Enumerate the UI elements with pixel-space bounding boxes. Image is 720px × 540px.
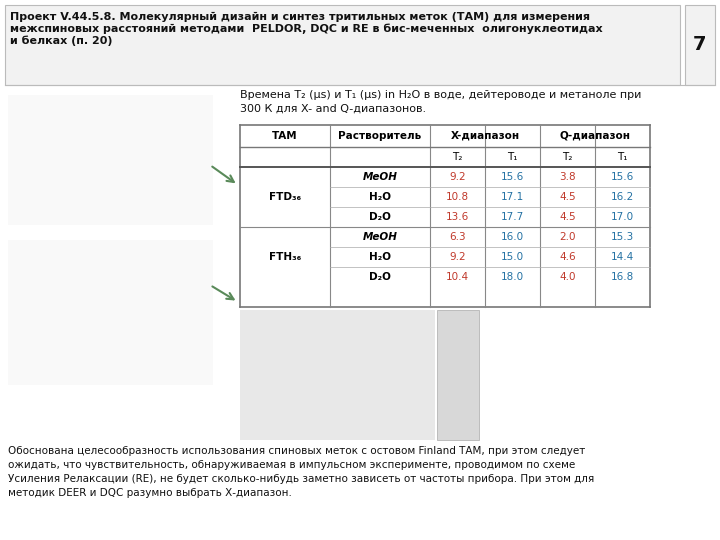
Text: 6.3: 6.3 bbox=[449, 232, 466, 242]
Text: межспиновых расстояний методами  PELDOR, DQC и RE в бис-меченных  олигонуклеотид: межспиновых расстояний методами PELDOR, … bbox=[10, 24, 603, 35]
Text: X-диапазон: X-диапазон bbox=[451, 131, 520, 141]
Bar bbox=[8, 95, 213, 225]
Text: Т₁: Т₁ bbox=[617, 152, 628, 162]
Text: MeOH: MeOH bbox=[363, 172, 397, 182]
Text: 9.2: 9.2 bbox=[449, 172, 466, 182]
Text: 14.4: 14.4 bbox=[611, 252, 634, 262]
Text: FTD₃₆: FTD₃₆ bbox=[269, 192, 301, 202]
Text: Обоснована целесообразность использования спиновых меток с остовом Finland ТАМ, : Обоснована целесообразность использовани… bbox=[8, 446, 594, 498]
Text: 4.5: 4.5 bbox=[559, 212, 576, 222]
Text: 16.0: 16.0 bbox=[501, 232, 524, 242]
Text: MeOH: MeOH bbox=[363, 232, 397, 242]
Text: 3.8: 3.8 bbox=[559, 172, 576, 182]
Text: 15.6: 15.6 bbox=[501, 172, 524, 182]
Text: 17.0: 17.0 bbox=[611, 212, 634, 222]
Text: 13.6: 13.6 bbox=[446, 212, 469, 222]
Text: и белках (п. 20): и белках (п. 20) bbox=[10, 36, 112, 46]
Text: 4.5: 4.5 bbox=[559, 192, 576, 202]
Text: D₂O: D₂O bbox=[369, 272, 391, 282]
Text: Т₂: Т₂ bbox=[562, 152, 572, 162]
Text: 4.0: 4.0 bbox=[559, 272, 576, 282]
Text: Проект V.44.5.8. Молекулярный дизайн и синтез тритильных меток (ТАМ) для измерен: Проект V.44.5.8. Молекулярный дизайн и с… bbox=[10, 12, 590, 22]
Text: D₂O: D₂O bbox=[369, 212, 391, 222]
Text: 2.0: 2.0 bbox=[559, 232, 576, 242]
Text: ТАМ: ТАМ bbox=[272, 131, 298, 141]
Text: 15.3: 15.3 bbox=[611, 232, 634, 242]
Text: Т₁: Т₁ bbox=[508, 152, 518, 162]
Text: Времена Т₂ (μs) и Т₁ (μs) in Н₂О в воде, дейтероводе и метаноле при
300 К для X-: Времена Т₂ (μs) и Т₁ (μs) in Н₂О в воде,… bbox=[240, 90, 642, 113]
Bar bbox=[685, 5, 715, 85]
Bar bbox=[240, 310, 435, 440]
Text: 10.8: 10.8 bbox=[446, 192, 469, 202]
Text: 17.7: 17.7 bbox=[501, 212, 524, 222]
Bar bbox=[8, 240, 213, 385]
Bar bbox=[5, 5, 680, 85]
Text: Н₂О: Н₂О bbox=[369, 192, 391, 202]
Text: 16.2: 16.2 bbox=[611, 192, 634, 202]
Text: 15.6: 15.6 bbox=[611, 172, 634, 182]
Text: Н₂О: Н₂О bbox=[369, 252, 391, 262]
Text: 16.8: 16.8 bbox=[611, 272, 634, 282]
Text: Т₂: Т₂ bbox=[452, 152, 463, 162]
Text: 15.0: 15.0 bbox=[501, 252, 524, 262]
Text: 17.1: 17.1 bbox=[501, 192, 524, 202]
Bar bbox=[437, 310, 479, 440]
Text: 4.6: 4.6 bbox=[559, 252, 576, 262]
Text: 7: 7 bbox=[693, 36, 707, 55]
Text: 9.2: 9.2 bbox=[449, 252, 466, 262]
Text: FTH₃₆: FTH₃₆ bbox=[269, 252, 301, 262]
Text: Q-диапазон: Q-диапазон bbox=[559, 131, 631, 141]
Text: 10.4: 10.4 bbox=[446, 272, 469, 282]
Text: 18.0: 18.0 bbox=[501, 272, 524, 282]
Text: Растворитель: Растворитель bbox=[338, 131, 422, 141]
